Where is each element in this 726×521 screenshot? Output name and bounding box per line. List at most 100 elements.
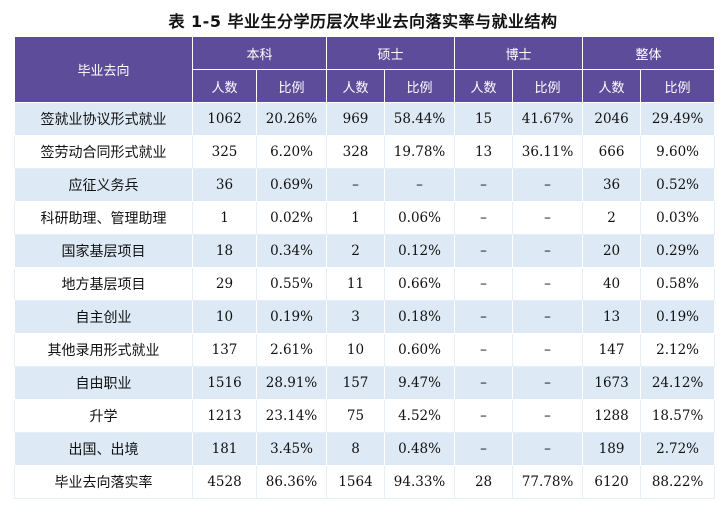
sub-header-count: 人数 xyxy=(454,69,514,103)
count-cell: 15 xyxy=(454,102,514,136)
ratio-cell: 3.45% xyxy=(255,432,328,466)
ratio-cell: 94.33% xyxy=(384,465,456,499)
table-row: 自由职业 1516 28.91% 157 9.47% – –1673 24.12% xyxy=(14,366,716,400)
table-row: 应征义务兵 36 0.69% – – – –36 0.52% xyxy=(14,168,716,202)
table-row: 签劳动合同形式就业 325 6.20% 328 19.78% 13 36.11% 666 9.6… xyxy=(14,135,716,169)
ratio-cell: 2.72% xyxy=(640,432,716,466)
count-cell: 8 xyxy=(326,432,386,466)
sub-header-count: 人数 xyxy=(582,69,642,103)
ratio-cell: – xyxy=(512,168,584,202)
ratio-cell: 2.12% xyxy=(640,333,716,367)
ratio-cell: 58.44% xyxy=(384,102,456,136)
row-label: 升学 xyxy=(14,399,193,433)
ratio-cell: 20.26% xyxy=(255,102,328,136)
count-cell: 11 xyxy=(326,267,386,301)
table-title: 表 1-5 毕业生分学历层次毕业去向落实率与就业结构 xyxy=(168,12,558,31)
count-cell: 969 xyxy=(326,102,386,136)
group-header-undergrad: 本科 xyxy=(191,36,328,70)
ratio-cell: 0.12% xyxy=(384,234,456,268)
count-cell: 1564 xyxy=(326,465,386,499)
row-label: 科研助理、管理助理 xyxy=(14,201,193,235)
table-row: 其他录用形式就业 137 2.61% 10 0.60% – –147 2.12% xyxy=(14,333,716,367)
row-label: 国家基层项目 xyxy=(14,234,193,268)
count-cell: – xyxy=(454,267,514,301)
ratio-cell: 0.19% xyxy=(640,300,716,334)
sub-header-ratio: 比例 xyxy=(384,69,456,103)
ratio-cell: – xyxy=(512,267,584,301)
count-cell: 1 xyxy=(326,201,386,235)
count-cell: 189 xyxy=(582,432,642,466)
count-cell: 40 xyxy=(582,267,642,301)
ratio-cell: 0.03% xyxy=(640,201,716,235)
group-header-master: 硕士 xyxy=(326,36,456,70)
row-label: 出国、出境 xyxy=(14,432,193,466)
ratio-cell: 2.61% xyxy=(255,333,328,367)
table-row: 国家基层项目 18 0.34% 2 0.12% – –20 0.29% xyxy=(14,234,716,268)
ratio-cell: – xyxy=(512,201,584,235)
table-row: 科研助理、管理助理 1 0.02% 1 0.06% – –2 0.03% xyxy=(14,201,716,235)
ratio-cell: 0.34% xyxy=(255,234,328,268)
ratio-cell: 28.91% xyxy=(255,366,328,400)
count-cell: 666 xyxy=(582,135,642,169)
count-cell: 13 xyxy=(582,300,642,334)
ratio-cell: 6.20% xyxy=(255,135,328,169)
row-label: 自由职业 xyxy=(14,366,193,400)
count-cell: 10 xyxy=(192,300,257,334)
group-header-overall: 整体 xyxy=(582,36,716,70)
sub-header-ratio: 比例 xyxy=(512,69,584,103)
table-row: 毕业去向落实率 4528 86.36% 1564 94.33% 28 77.78% 6120 8… xyxy=(14,465,716,499)
count-cell: – xyxy=(454,168,514,202)
count-cell: 1 xyxy=(192,201,257,235)
count-cell: 36 xyxy=(582,168,642,202)
ratio-cell: 0.66% xyxy=(384,267,456,301)
count-cell: 181 xyxy=(192,432,257,466)
count-cell: 137 xyxy=(192,333,257,367)
ratio-cell: 4.52% xyxy=(384,399,456,433)
group-header-doctor: 博士 xyxy=(454,36,584,70)
count-cell: 147 xyxy=(582,333,642,367)
table-row: 签就业协议形式就业 1062 20.26% 969 58.44% 15 41.67% 2046… xyxy=(14,102,716,136)
ratio-cell: 0.58% xyxy=(640,267,716,301)
sub-header-count: 人数 xyxy=(192,69,257,103)
row-label: 签就业协议形式就业 xyxy=(14,102,193,136)
ratio-cell: 29.49% xyxy=(640,102,716,136)
count-cell: 328 xyxy=(326,135,386,169)
count-cell: 75 xyxy=(326,399,386,433)
ratio-cell: 0.60% xyxy=(384,333,456,367)
ratio-cell: – xyxy=(512,333,584,367)
row-label: 毕业去向落实率 xyxy=(14,465,193,499)
count-cell: – xyxy=(454,201,514,235)
ratio-cell: 9.60% xyxy=(640,135,716,169)
sub-header-ratio: 比例 xyxy=(640,69,716,103)
ratio-cell: 0.55% xyxy=(255,267,328,301)
count-cell: 1516 xyxy=(192,366,257,400)
ratio-cell: – xyxy=(512,300,584,334)
ratio-cell: 0.06% xyxy=(384,201,456,235)
table-row: 升学 1213 23.14% 75 4.52% – –1288 18.57% xyxy=(14,399,716,433)
count-cell: – xyxy=(454,366,514,400)
ratio-cell: 0.19% xyxy=(255,300,328,334)
count-cell: 36 xyxy=(192,168,257,202)
table-header: 毕业去向 本科 硕士 博士 整体 人数 比例 人数 比例 人数 比例 人数 比例 xyxy=(14,36,716,103)
count-cell: 28 xyxy=(454,465,514,499)
ratio-cell: 88.22% xyxy=(640,465,716,499)
count-cell: – xyxy=(454,399,514,433)
count-cell: 10 xyxy=(326,333,386,367)
row-label-header: 毕业去向 xyxy=(14,36,193,103)
sub-header-count: 人数 xyxy=(326,69,386,103)
count-cell: 2046 xyxy=(582,102,642,136)
count-cell: 1062 xyxy=(192,102,257,136)
ratio-cell: 24.12% xyxy=(640,366,716,400)
count-cell: 3 xyxy=(326,300,386,334)
ratio-cell: 0.18% xyxy=(384,300,456,334)
table-row: 地方基层项目 29 0.55% 11 0.66% – –40 0.58% xyxy=(14,267,716,301)
count-cell: – xyxy=(454,234,514,268)
table-row: 出国、出境 181 3.45% 8 0.48% – –189 2.72% xyxy=(14,432,716,466)
ratio-cell: 0.29% xyxy=(640,234,716,268)
count-cell: – xyxy=(326,168,386,202)
ratio-cell: 41.67% xyxy=(512,102,584,136)
table-body: 签就业协议形式就业 1062 20.26% 969 58.44% 15 41.67% 2046… xyxy=(14,102,716,499)
count-cell: – xyxy=(454,300,514,334)
count-cell: 1213 xyxy=(192,399,257,433)
ratio-cell: – xyxy=(512,234,584,268)
